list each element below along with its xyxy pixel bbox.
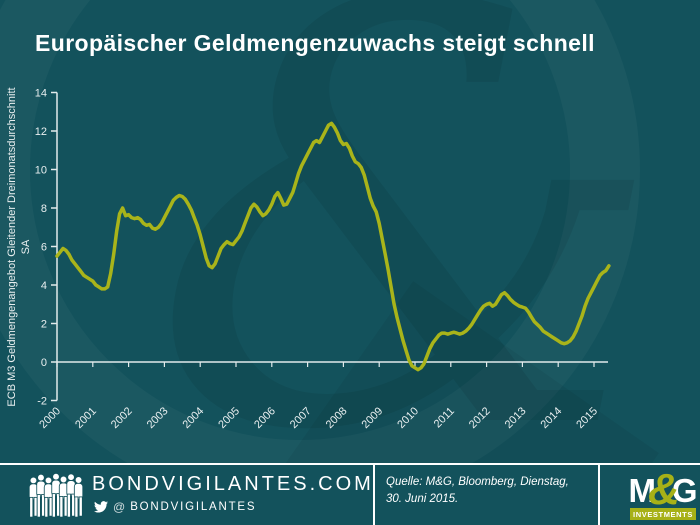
svg-text:-2: -2 [37,396,47,408]
logo-letter-g: G [671,472,698,510]
crowd-people-icon [28,472,84,518]
svg-text:10: 10 [35,165,47,177]
twitter-row: @ BONDVIGILANTES [94,500,256,514]
svg-text:2: 2 [41,319,47,331]
footer-divider [598,465,600,525]
svg-text:2012: 2012 [467,405,493,431]
svg-text:2007: 2007 [288,405,314,431]
m3-growth-line-chart: -2 0 2 4 6 8 10 12 14 2000 2001 2002 2003 2004 2005 200… [6,87,611,431]
svg-text:6: 6 [41,242,47,254]
twitter-bird-icon [94,501,108,513]
svg-text:8: 8 [41,203,47,215]
svg-text:2011: 2011 [432,405,457,430]
svg-text:SA: SA [20,239,32,254]
at-symbol: @ [113,500,126,514]
svg-text:2015: 2015 [574,405,600,431]
mg-investments-logo: M & G INVESTMENTS [628,465,698,520]
svg-text:2004: 2004 [181,405,207,431]
page-title: Europäischer Geldmengenzuwachs steigt sc… [35,30,595,56]
svg-text:ECB M3 Geldmengenangebot Gleit: ECB M3 Geldmengenangebot Gleitender Drei… [6,87,18,406]
svg-text:2010: 2010 [395,405,421,431]
svg-text:14: 14 [35,88,47,100]
logo-ampersand: & [648,465,680,515]
source-note: Quelle: M&G, Bloomberg, Dienstag, 30. Ju… [386,476,569,506]
svg-text:2009: 2009 [360,405,386,431]
svg-text:2006: 2006 [252,405,278,431]
svg-text:4: 4 [41,280,47,292]
svg-text:2000: 2000 [37,405,63,431]
svg-text:2002: 2002 [109,405,135,431]
bondvigilantes-site-url: BONDVIGILANTES.COM [92,473,374,495]
svg-text:2014: 2014 [539,405,565,431]
svg-text:2005: 2005 [216,405,242,431]
svg-text:2013: 2013 [503,405,529,431]
svg-text:0: 0 [41,357,47,369]
logo-letter-m: M [628,472,657,510]
svg-text:2008: 2008 [324,405,350,431]
footer: BONDVIGILANTES.COM @ BONDVIGILANTES Quel… [0,463,700,525]
svg-text:2003: 2003 [145,405,171,431]
twitter-handle: BONDVIGILANTES [130,501,257,513]
svg-text:12: 12 [35,126,47,138]
watermark-ampersand: & [150,0,667,525]
logo-investments-band: INVESTMENTS [630,508,696,520]
svg-text:2001: 2001 [73,405,99,431]
footer-divider [373,465,375,525]
